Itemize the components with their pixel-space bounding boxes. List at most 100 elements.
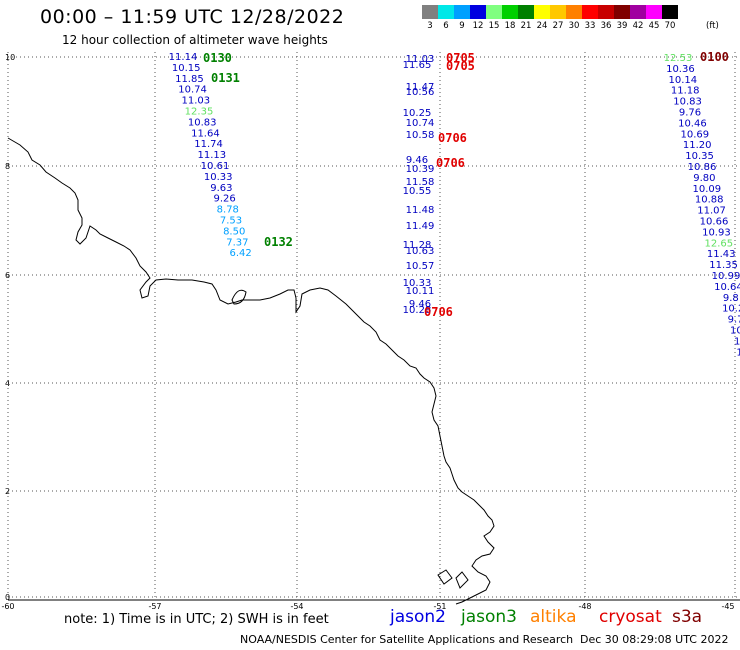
satellite-name-jason2: jason2 [390,607,446,627]
island-outline [437,569,453,585]
wave-height-value: 10 [734,336,740,347]
legend-label: 18 [504,21,516,31]
satellite-name-jason3: jason3 [461,607,517,627]
wave-height-value: 8.78 [217,205,239,216]
wave-height-value: 11.07 [697,206,726,217]
wave-height-value: 10.46 [678,118,707,129]
track-time-label: 0131 [211,71,240,85]
wave-height-value: 10.09 [692,184,721,195]
legend-label: 21 [520,21,532,31]
wave-height-value: 10.57 [406,261,435,272]
lat-lon-grid: 10 8 6 4 2 0-60 -57 -54 -51 -48 -45 [1,52,740,611]
wave-height-value: 9.7 [728,315,740,326]
latitude-tick-label: 0 [5,593,10,602]
track-time-label: 0706 [436,156,465,170]
legend-label: 42 [632,21,644,31]
credit-line: NOAA/NESDIS Center for Satellite Applica… [240,633,574,646]
wave-height-value: 11.58 [406,177,435,188]
legend-swatches [422,5,678,19]
legend-swatch [662,5,678,19]
legend-swatch [566,5,582,19]
longitude-tick-label: -45 [721,602,734,611]
legend-swatch [550,5,566,19]
wave-height-value: 10.11 [406,286,435,297]
legend-swatch [518,5,534,19]
wave-height-value: 11.65 [403,60,432,71]
wave-height-value: 10.2 [722,304,740,315]
latitude-tick-label: 2 [5,487,10,496]
wave-height-value: 9.46 [406,155,428,166]
wave-height-value: 10.86 [688,162,717,173]
wave-height-value: 10 [736,347,740,358]
wave-height-value: 10.66 [700,217,729,228]
wave-height-value: 10.28 [403,305,432,316]
legend-swatch [454,5,470,19]
wave-height-value: 10.33 [403,278,432,289]
wave-height-value: 10.36 [666,64,695,75]
legend-swatch [486,5,502,19]
legend-swatch [534,5,550,19]
wave-height-value: 10.33 [204,172,233,183]
legend-swatch [598,5,614,19]
satellite-track: 12.5310.3610.1411.1810.839.7610.4610.691… [664,50,740,358]
satellite-track: 11.0311.6511.4710.5610.2510.7410.589.461… [403,51,475,319]
legend-swatch [630,5,646,19]
track-time-label: 0706 [424,305,453,319]
wave-height-value: 10.69 [680,129,709,140]
wave-height-value: 10.88 [695,195,724,206]
wave-height-value: 10.15 [172,63,201,74]
track-time-label: 0706 [438,131,467,145]
legend-label: 6 [443,21,449,31]
latitude-tick-label: 6 [5,271,10,280]
legend-swatch [582,5,598,19]
longitude-tick-label: -48 [578,602,591,611]
latitude-tick-label: 4 [5,379,10,388]
longitude-tick-label: -60 [1,602,14,611]
legend-label: 3 [427,21,433,31]
wave-height-value: 10.25 [403,108,432,119]
wave-height-value: 10.14 [668,75,697,86]
island-outline [455,571,469,589]
wave-height-value: 12.65 [704,238,733,249]
legend-label: 12 [472,21,484,31]
wave-height-value: 11.28 [403,240,432,251]
wave-height-value: 11.03 [181,96,210,107]
wave-height-value: 9.46 [409,299,431,310]
coastline [7,137,495,605]
legend-swatch [614,5,630,19]
wave-height-value: 9.80 [693,173,715,184]
wave-height-value: 11.49 [406,221,435,232]
legend-label: 33 [584,21,596,31]
page-title: 00:00 – 11:59 UTC 12/28/2022 [40,6,345,28]
track-time-label: 0130 [203,51,232,65]
track-time-label: 0705 [446,59,475,73]
wave-height-value: 10.63 [406,246,435,257]
legend-swatch [438,5,454,19]
legend-label: 9 [459,21,465,31]
latitude-tick-label: 8 [5,162,10,171]
legend-label: 15 [488,21,500,31]
wave-height-value: 11.14 [169,52,198,63]
satellite-track: 11.1410.1511.8510.7411.0312.3510.8311.64… [169,51,293,259]
wave-height-value: 10.55 [403,186,432,197]
wave-height-value: 6.42 [229,248,251,259]
wave-height-value: 10.64 [714,282,740,293]
legend-label: 36 [600,21,612,31]
wave-height-value: 9.63 [210,183,232,194]
longitude-tick-label: -54 [290,602,303,611]
footer-note: note: 1) Time is in UTC; 2) SWH is in fe… [64,612,329,627]
latitude-tick-label: 10 [5,53,15,62]
wave-height-value: 10. [730,326,740,337]
wave-height-value: 9.26 [213,194,235,205]
legend-label: 45 [648,21,660,31]
legend-label: 30 [568,21,580,31]
wave-height-value: 10.83 [188,117,217,128]
wave-height-value: 10.58 [406,130,435,141]
wave-height-value: 7.37 [226,237,248,248]
legend-label: 24 [536,21,548,31]
wave-height-value: 10.74 [178,85,207,96]
legend-label: 70 [664,21,676,31]
wave-height-value: 11.85 [175,74,204,85]
